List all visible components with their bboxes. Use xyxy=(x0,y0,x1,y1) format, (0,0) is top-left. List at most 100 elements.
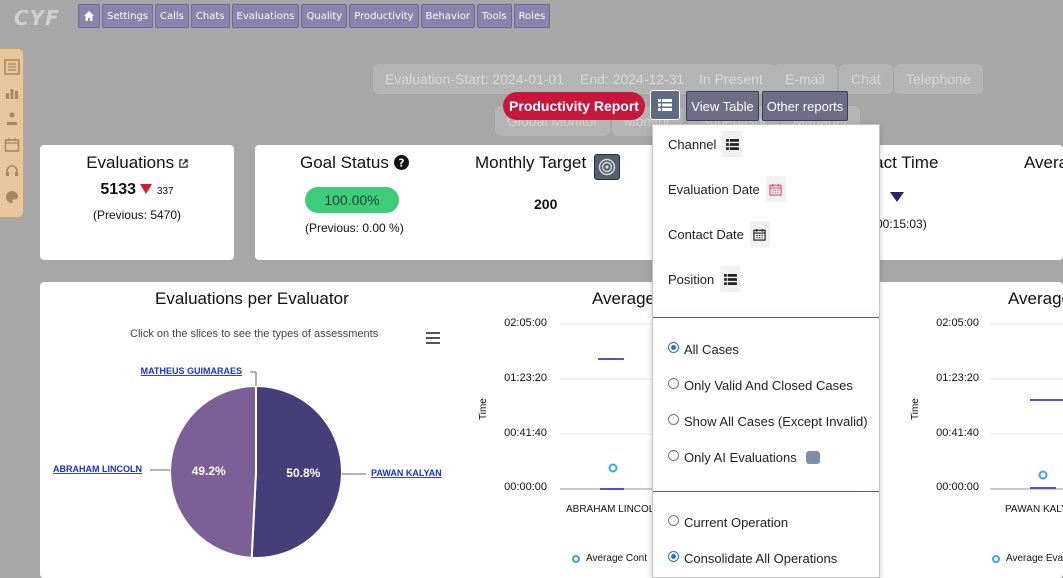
headset-icon[interactable] xyxy=(3,163,21,183)
pie-slice[interactable] xyxy=(250,384,343,559)
evaluations-value: 5133 337 xyxy=(100,181,174,198)
group-by-evaluation-date[interactable]: Evaluation Date xyxy=(668,176,786,202)
down-arrow-icon xyxy=(140,184,153,194)
other-reports-button[interactable]: Other reports xyxy=(762,91,848,121)
filter-evaluation-start[interactable]: Evaluation-Start: 2024-01-01 xyxy=(373,64,576,94)
pie-category-label[interactable]: PAWAN KALYAN xyxy=(371,468,442,478)
chart2-ylabel: Time xyxy=(478,398,489,420)
monthly-target-value: 200 xyxy=(534,196,558,212)
radio-all-except-invalid[interactable]: Show All Cases (Except Invalid) xyxy=(668,414,868,429)
pie-chart: 50.8% 49.2% PAWAN KALYAN ABRAHAM LINCOLN MAT… xyxy=(53,366,442,559)
filter-chat[interactable]: Chat xyxy=(839,64,893,94)
filter-email[interactable]: E-mail xyxy=(773,64,837,94)
chart2-xcat: ABRAHAM LINCOL xyxy=(566,504,655,515)
external-link-icon[interactable] xyxy=(179,159,188,168)
bar-chart-icon[interactable] xyxy=(3,85,21,105)
target-button[interactable] xyxy=(594,154,620,180)
nav-productivity[interactable]: Productivity xyxy=(349,4,419,28)
chart2-legend[interactable]: Average Cont xyxy=(572,553,647,564)
nav-behavior[interactable]: Behavior xyxy=(420,4,475,28)
pie-slice[interactable] xyxy=(169,384,257,559)
evaluations-delta: 337 xyxy=(156,186,174,197)
table-icon xyxy=(658,99,672,111)
pie-category-label[interactable]: MATHEUS GUIMARAES xyxy=(141,366,242,376)
productivity-report-button[interactable]: Productivity Report xyxy=(503,92,645,120)
goal-status-previous: (Previous: 0.00 %) xyxy=(305,221,404,235)
filter-end-date[interactable]: End: 2024-12-31 xyxy=(568,64,697,94)
pie-data-label: 50.8% xyxy=(286,466,320,480)
evaluations-previous: (Previous: 5470) xyxy=(92,208,182,222)
chart2-ytick: 02:05:00 xyxy=(504,317,547,329)
nav-roles[interactable]: Roles xyxy=(513,4,551,28)
radio-consolidate-operations[interactable]: Consolidate All Operations xyxy=(668,551,837,566)
nav-quality[interactable]: Quality xyxy=(301,4,348,28)
chart2-ytick: 01:23:20 xyxy=(504,372,547,384)
side-toolbar xyxy=(0,48,24,218)
pie-category-label[interactable]: ABRAHAM LINCOLN xyxy=(53,464,142,474)
radio-button[interactable] xyxy=(668,342,679,353)
filter-in-present[interactable]: In Present xyxy=(687,64,775,94)
chart2-ytick: 00:41:40 xyxy=(504,427,547,439)
legend-marker xyxy=(572,554,580,563)
nav-evaluations[interactable]: Evaluations xyxy=(231,4,300,28)
svg-text:?: ? xyxy=(398,157,404,169)
radio-button[interactable] xyxy=(668,378,679,389)
nav-calls[interactable]: Calls xyxy=(155,4,189,28)
radio-button[interactable] xyxy=(668,551,679,562)
dropdown-divider xyxy=(653,317,879,318)
chart3-ytick: 02:05:00 xyxy=(936,317,979,329)
dropdown-divider xyxy=(653,491,879,492)
help-icon[interactable]: ? xyxy=(393,155,409,170)
radio-all-cases[interactable]: All Cases xyxy=(668,342,739,357)
nav-tools[interactable]: Tools xyxy=(476,4,512,28)
home-button[interactable] xyxy=(78,4,100,28)
table-icon xyxy=(720,266,741,292)
radio-button[interactable] xyxy=(668,515,679,526)
radio-valid-closed-cases[interactable]: Only Valid And Closed Cases xyxy=(668,378,853,393)
calendar-icon[interactable] xyxy=(3,137,21,157)
evaluations-kpi-card: Evaluations 5133 337 (Previous: 5470) xyxy=(40,145,234,260)
pie-data-label: 49.2% xyxy=(192,464,226,478)
table-icon xyxy=(722,131,743,157)
goal-status-title: Goal Status ? xyxy=(300,153,409,173)
monthly-target-title: Monthly Target xyxy=(475,153,587,172)
top-navigation: Settings Calls Chats Evaluations Quality… xyxy=(78,4,551,28)
group-by-contact-date[interactable]: Contact Date xyxy=(668,221,770,247)
list-icon[interactable] xyxy=(3,59,21,79)
evaluations-title: Evaluations xyxy=(40,153,234,173)
charts-panel: Evaluations per Evaluator Click on the s… xyxy=(40,282,1063,578)
target-icon xyxy=(598,158,616,176)
radio-current-operation[interactable]: Current Operation xyxy=(668,515,788,530)
chart2-ytick: 00:00:00 xyxy=(504,481,547,493)
chart3-ytick: 01:23:20 xyxy=(936,372,979,384)
chart3-xcat: PAWAN KALY xyxy=(1005,504,1063,515)
down-arrow-icon xyxy=(890,192,904,202)
chart3-legend[interactable]: Average Eva xyxy=(992,553,1063,564)
legend-marker xyxy=(992,554,1000,563)
group-by-position[interactable]: Position xyxy=(668,266,741,292)
eval-per-evaluator-title: Evaluations per Evaluator xyxy=(155,289,349,308)
radio-button[interactable] xyxy=(668,414,679,425)
group-by-channel[interactable]: Channel xyxy=(668,131,743,157)
chart2-title: Average xyxy=(592,289,656,308)
chart3-ytick: 00:00:00 xyxy=(936,481,979,493)
org-chart-icon[interactable] xyxy=(3,111,21,131)
radio-ai-evaluations[interactable]: Only AI Evaluations xyxy=(668,450,820,465)
view-table-button[interactable]: View Table xyxy=(686,91,759,121)
table-options-button[interactable] xyxy=(650,90,680,120)
chart3-plot xyxy=(990,323,1063,490)
calendar-icon xyxy=(749,221,770,247)
chart-menu-icon[interactable] xyxy=(426,332,440,347)
robot-icon xyxy=(805,451,820,464)
eval-per-evaluator-subtitle: Click on the slices to see the types of … xyxy=(130,328,379,340)
calendar-icon xyxy=(765,176,786,202)
app-logo[interactable]: CYF xyxy=(14,6,60,30)
nav-chats[interactable]: Chats xyxy=(190,4,230,28)
palette-icon[interactable] xyxy=(3,189,21,209)
goal-status-kpi-card: Goal Status ? 100.00% (Previous: 0.00 %)… xyxy=(255,145,675,260)
nav-settings[interactable]: Settings xyxy=(102,4,154,28)
filter-telephone[interactable]: Telephone xyxy=(894,64,983,94)
chart3-ylabel: Time xyxy=(910,398,921,420)
table-options-dropdown: Channel Evaluation Date Contact Date Pos… xyxy=(652,124,880,578)
radio-button[interactable] xyxy=(668,450,679,461)
